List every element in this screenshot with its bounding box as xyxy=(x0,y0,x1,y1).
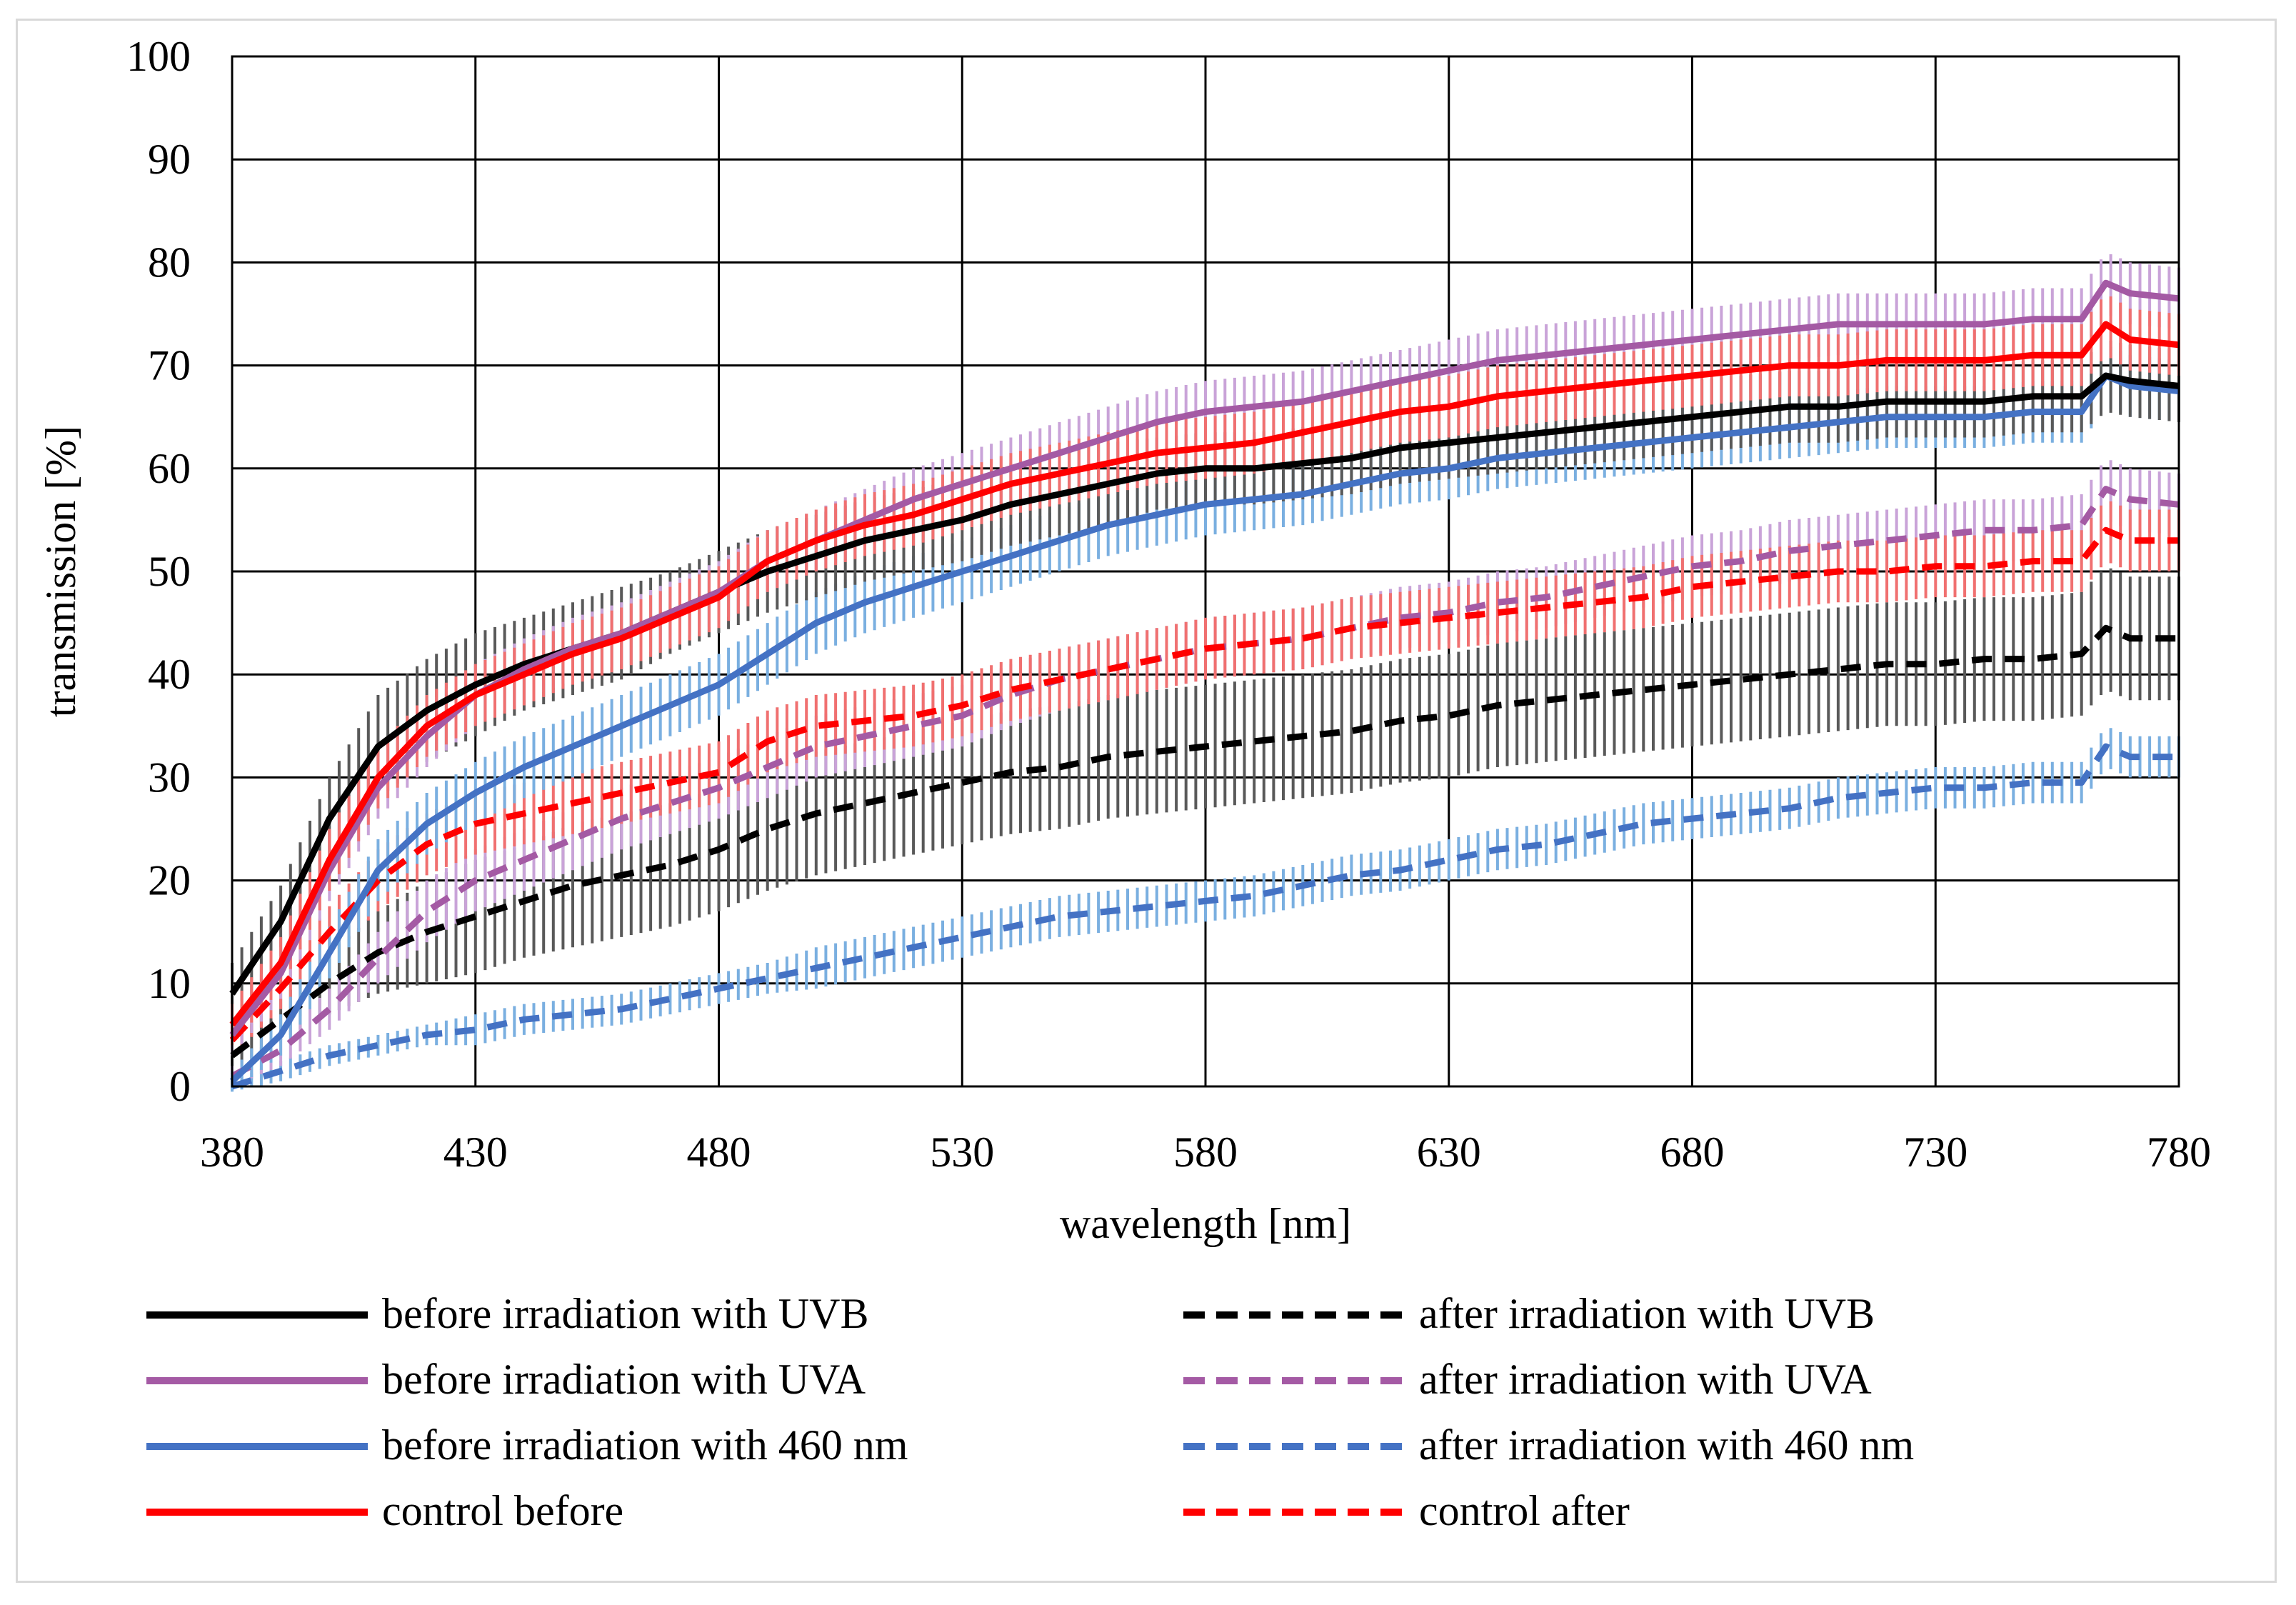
x-tick-label: 530 xyxy=(930,1129,994,1176)
legend: before irradiation with UVB after irradia… xyxy=(146,1290,1914,1534)
legend-item: control after xyxy=(1183,1487,1630,1534)
x-tick-label: 780 xyxy=(2147,1129,2211,1176)
x-tick-label: 630 xyxy=(1417,1129,1481,1176)
legend-item: before irradiation with UVA xyxy=(146,1356,866,1403)
series-line-1 xyxy=(229,279,2180,1037)
series-line-3 xyxy=(229,321,2180,1027)
legend-label: after irradiation with 460 nm xyxy=(1419,1421,1914,1469)
legend-label: control after xyxy=(1419,1487,1630,1534)
x-tick-label: 680 xyxy=(1660,1129,1725,1176)
x-tick-label: 730 xyxy=(1903,1129,1967,1176)
y-tick-label: 0 xyxy=(169,1063,191,1110)
series-lines xyxy=(229,279,2180,1090)
x-tick-label: 480 xyxy=(687,1129,751,1176)
x-tick-label: 580 xyxy=(1173,1129,1238,1176)
legend-item: after irradiation with UVA xyxy=(1183,1356,1872,1403)
legend-label: before irradiation with 460 nm xyxy=(382,1421,908,1469)
series-line-6 xyxy=(231,743,2179,1090)
legend-item: after irradiation with 460 nm xyxy=(1183,1421,1914,1469)
series-line-4 xyxy=(230,624,2179,1059)
x-axis-title: wavelength [nm] xyxy=(1060,1200,1351,1247)
legend-item: before irradiation with UVB xyxy=(146,1290,868,1337)
legend-item: control before xyxy=(146,1487,623,1534)
y-axis-title: transmission [%] xyxy=(37,426,84,717)
y-tick-label: 90 xyxy=(148,136,191,183)
transmission-chart: 0 10 20 30 40 50 60 70 80 90 100 380 430 480 530 580 63… xyxy=(37,33,2211,1534)
legend-label: before irradiation with UVB xyxy=(382,1290,868,1337)
x-tick-labels: 380 430 480 530 580 630 680 730 780 xyxy=(200,1129,2211,1176)
y-tick-label: 100 xyxy=(126,33,191,80)
legend-label: after irradiation with UVA xyxy=(1419,1356,1872,1403)
series-line-2 xyxy=(229,372,2180,1084)
series-line-5 xyxy=(230,486,2180,1079)
x-tick-label: 430 xyxy=(443,1129,508,1176)
y-tick-label: 60 xyxy=(148,445,191,492)
y-tick-label: 20 xyxy=(148,857,191,904)
legend-item: after irradiation with UVB xyxy=(1183,1290,1875,1337)
series-line-7 xyxy=(229,526,2179,1043)
y-tick-label: 30 xyxy=(148,754,191,801)
y-tick-label: 40 xyxy=(148,651,191,698)
y-tick-label: 70 xyxy=(148,342,191,389)
legend-label: after irradiation with UVB xyxy=(1419,1290,1875,1337)
y-tick-labels: 0 10 20 30 40 50 60 70 80 90 100 xyxy=(126,33,191,1110)
y-tick-label: 10 xyxy=(148,960,191,1007)
x-tick-label: 380 xyxy=(200,1129,264,1176)
y-tick-label: 80 xyxy=(148,239,191,286)
legend-item: before irradiation with 460 nm xyxy=(146,1421,908,1469)
legend-label: control before xyxy=(382,1487,623,1534)
legend-label: before irradiation with UVA xyxy=(382,1356,866,1403)
chart-frame: 0 10 20 30 40 50 60 70 80 90 100 380 430 480 530 580 63… xyxy=(16,19,2277,1583)
y-tick-label: 50 xyxy=(148,548,191,595)
plot-area-border xyxy=(231,55,2180,1088)
